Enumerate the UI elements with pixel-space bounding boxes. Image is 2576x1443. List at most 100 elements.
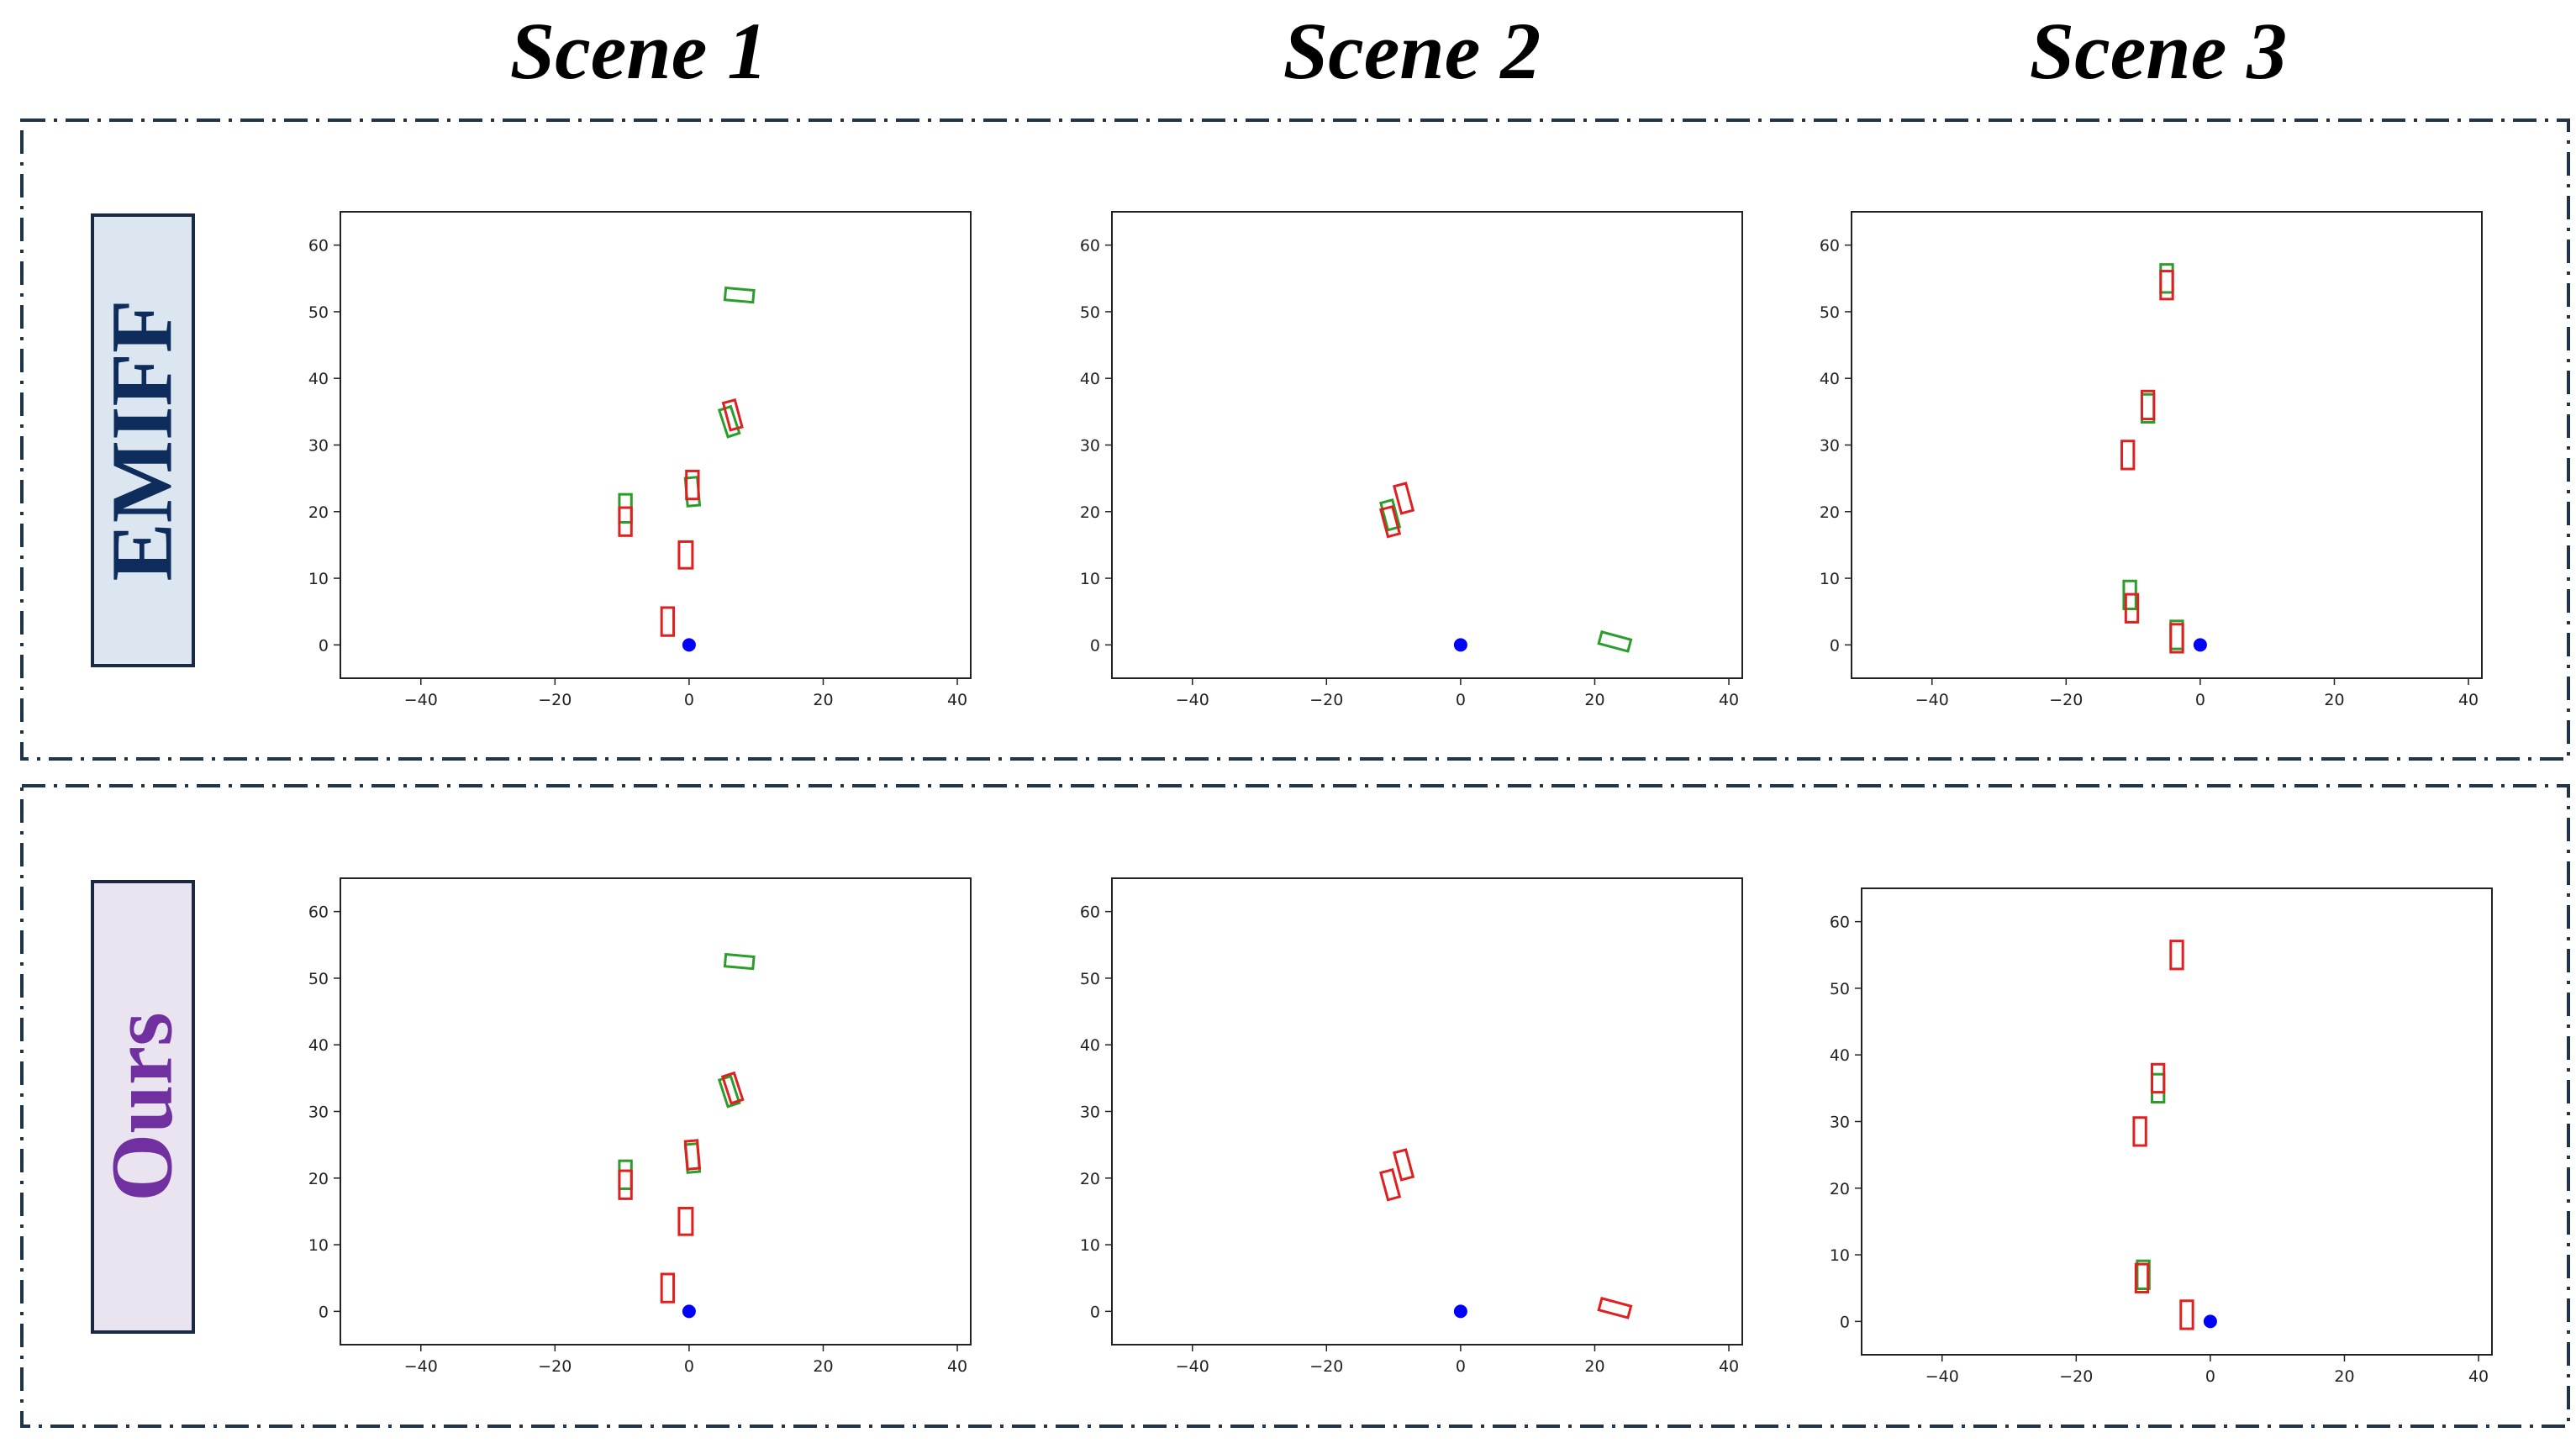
x-tick-label: −40 — [1176, 1357, 1209, 1376]
x-tick-label: 40 — [947, 691, 967, 709]
ground-truth-box — [723, 952, 756, 971]
y-tick-label: 50 — [1820, 303, 1840, 322]
x-tick-label: 20 — [1584, 691, 1604, 709]
plot-ours-scene-3: −40 −20 0 20 40 0 10 20 30 40 50 60 — [1807, 878, 2496, 1399]
ground-truth-box — [1379, 498, 1402, 532]
plot-ours-scene-1: −40 −20 0 20 40 0 10 20 30 40 50 60 — [286, 868, 975, 1389]
axes-frame — [340, 877, 972, 1346]
ego-vehicle-point — [1453, 638, 1467, 652]
ego-vehicle-point — [682, 638, 696, 652]
predicted-box — [677, 1206, 694, 1236]
ours-group-frame — [20, 784, 2570, 1428]
predicted-box — [2120, 440, 2136, 471]
y-tick-label: 0 — [1830, 636, 1840, 655]
x-tick-label: −40 — [1925, 1367, 1959, 1386]
y-tick-label: 60 — [1820, 237, 1840, 255]
y-tick-label: 40 — [1080, 370, 1100, 388]
predicted-box — [1392, 1148, 1415, 1182]
predicted-box — [2140, 389, 2156, 421]
y-tick-label: 0 — [319, 636, 329, 655]
y-tick-label: 20 — [1080, 503, 1100, 522]
x-tick-label: 0 — [2205, 1367, 2215, 1386]
predicted-box — [721, 398, 744, 432]
y-tick-label: 10 — [1080, 1236, 1100, 1255]
scene-title-2: Scene 2 — [1283, 6, 1541, 96]
predicted-box — [1392, 482, 1415, 515]
y-tick-label: 60 — [308, 903, 329, 922]
plot-svg: −40 −20 0 20 40 0 10 20 30 40 50 60 — [1830, 887, 2493, 1386]
predicted-box — [618, 1169, 633, 1200]
x-tick-label: 20 — [1584, 1357, 1604, 1376]
predicted-box — [2169, 940, 2184, 971]
x-tick-label: 40 — [2458, 691, 2479, 709]
x-tick-label: 40 — [947, 1357, 967, 1376]
predicted-box — [2179, 1299, 2194, 1330]
predicted-box — [1379, 1167, 1402, 1202]
predicted-box — [683, 1139, 702, 1171]
method-label-emiff-text: EMIFF — [94, 299, 191, 582]
y-tick-label: 50 — [308, 303, 329, 322]
x-tick-label: −40 — [1176, 691, 1209, 709]
plot-svg: −40 −20 0 20 40 0 10 20 30 40 50 60 — [1080, 211, 1743, 709]
y-tick-label: 0 — [1840, 1313, 1850, 1331]
x-tick-label: 20 — [2334, 1367, 2354, 1386]
ego-vehicle-point — [2203, 1314, 2217, 1329]
x-tick-label: 20 — [813, 1357, 833, 1376]
y-tick-label: 50 — [1080, 303, 1100, 322]
predicted-box — [685, 469, 700, 501]
x-tick-label: 0 — [1456, 691, 1466, 709]
scene-title-3: Scene 3 — [2029, 6, 2288, 96]
y-tick-label: 60 — [308, 237, 329, 255]
ego-vehicle-point — [2193, 638, 2207, 652]
y-tick-label: 60 — [1080, 237, 1100, 255]
y-tick-label: 30 — [1830, 1114, 1850, 1132]
predicted-box — [2159, 270, 2174, 301]
x-tick-label: 40 — [1719, 1357, 1739, 1376]
y-tick-label: 0 — [1090, 1303, 1100, 1321]
y-tick-label: 20 — [308, 503, 329, 522]
x-tick-label: −20 — [1309, 691, 1343, 709]
y-tick-label: 30 — [1820, 437, 1840, 456]
axes-frame — [1851, 211, 2483, 679]
y-tick-label: 10 — [1080, 570, 1100, 588]
y-tick-label: 20 — [1820, 503, 1840, 522]
x-tick-label: 0 — [684, 691, 694, 709]
x-tick-label: −20 — [538, 1357, 572, 1376]
plot-svg: −40 −20 0 20 40 0 10 20 30 40 50 60 — [308, 211, 972, 709]
plot-emiff-scene-1: −40 −20 0 20 40 0 10 20 30 40 50 60 — [286, 202, 975, 723]
x-tick-label: 0 — [1456, 1357, 1466, 1376]
method-label-ours: Ours — [91, 880, 195, 1334]
y-tick-label: 10 — [1830, 1246, 1850, 1265]
plot-ours-scene-2: −40 −20 0 20 40 0 10 20 30 40 50 60 — [1057, 868, 1746, 1389]
predicted-box — [1597, 1297, 1633, 1319]
x-tick-label: 40 — [1719, 691, 1739, 709]
ground-truth-box — [723, 286, 756, 304]
predicted-box — [2134, 1262, 2150, 1293]
y-tick-label: 50 — [308, 970, 329, 988]
axes-frame — [1111, 877, 1743, 1346]
x-tick-label: −20 — [2049, 691, 2083, 709]
x-tick-label: −20 — [1309, 1357, 1343, 1376]
x-tick-label: 40 — [2468, 1367, 2489, 1386]
predicted-box — [660, 1272, 676, 1303]
ground-truth-box — [717, 1074, 741, 1109]
y-tick-label: 60 — [1080, 903, 1100, 922]
y-tick-label: 20 — [1080, 1170, 1100, 1188]
predicted-box — [677, 540, 694, 570]
x-tick-label: −20 — [2059, 1367, 2093, 1386]
y-tick-label: 30 — [1080, 1103, 1100, 1122]
y-tick-label: 10 — [1820, 570, 1840, 588]
x-tick-label: −20 — [538, 691, 572, 709]
y-tick-label: 50 — [1830, 980, 1850, 998]
y-tick-label: 20 — [308, 1170, 329, 1188]
x-tick-label: 0 — [684, 1357, 694, 1376]
y-tick-label: 40 — [308, 1036, 329, 1055]
predicted-box — [2169, 623, 2184, 654]
predicted-box — [618, 506, 633, 537]
x-tick-label: −40 — [1915, 691, 1949, 709]
y-tick-label: 40 — [308, 370, 329, 388]
axes-frame — [340, 211, 972, 679]
y-tick-label: 10 — [308, 570, 329, 588]
x-tick-label: 20 — [813, 691, 833, 709]
